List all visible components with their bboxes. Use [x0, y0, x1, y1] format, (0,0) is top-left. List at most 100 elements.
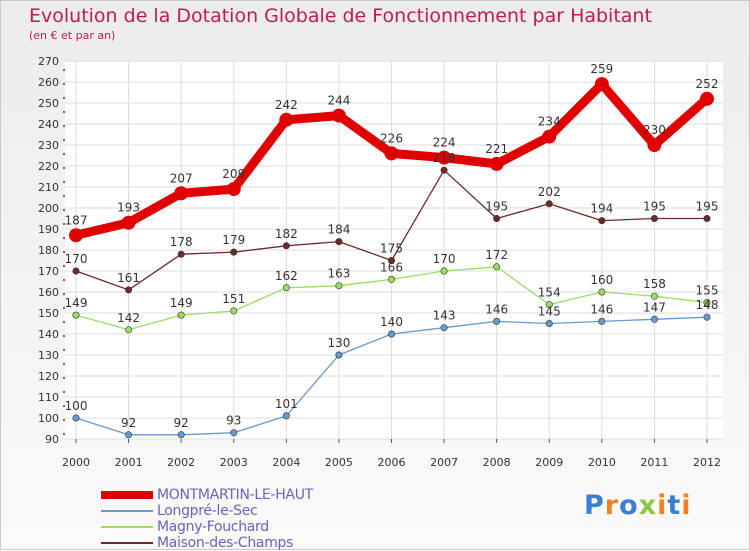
data-label-0: 230: [643, 123, 666, 137]
logo-letter: o: [619, 490, 639, 521]
series-point-0: [121, 215, 136, 230]
data-label-2: 163: [327, 267, 350, 281]
data-label-0: 193: [117, 201, 140, 215]
y-tick-label: 130: [38, 349, 59, 362]
data-label-2: 154: [538, 286, 561, 300]
series-point-1: [230, 429, 238, 437]
data-label-1: 147: [643, 300, 666, 314]
y-tick-label: 100: [38, 412, 59, 425]
y-tick-label: 170: [38, 265, 59, 278]
data-label-2: 170: [433, 252, 456, 266]
chart-plot: 90 100 110 120 130 140 150 160 170 180 190 200 210 22…: [38, 55, 723, 469]
data-label-3: 195: [643, 200, 666, 214]
series-group: [69, 77, 714, 439]
series-point-3: [545, 200, 553, 208]
data-label-2: 149: [170, 296, 193, 310]
series-point-0: [69, 228, 83, 243]
series-point-3: [650, 215, 658, 223]
series-point-0: [542, 129, 557, 144]
x-tick-label: 2003: [220, 456, 248, 469]
y-tick-label: 120: [38, 370, 59, 383]
y-tick-label: 90: [45, 433, 59, 446]
legend-label: Maison-des-Champs: [157, 535, 294, 551]
series-point-3: [282, 242, 290, 250]
legend-label: MONTMARTIN-LE-HAUT: [157, 487, 313, 503]
data-label-0: 234: [538, 115, 561, 129]
logo-letter: i: [681, 490, 692, 521]
x-tick-label: 2001: [115, 456, 143, 469]
axes: 90 100 110 120 130 140 150 160 170 180 190 200 210 22…: [38, 55, 721, 469]
x-tick-label: 2010: [588, 456, 616, 469]
series-point-0: [384, 146, 399, 161]
data-label-3: 194: [590, 202, 613, 216]
x-tick-label: 2011: [640, 456, 668, 469]
legend-label: Longpré-le-Sec: [157, 503, 258, 519]
x-tick-label: 2007: [430, 456, 458, 469]
series-point-3: [440, 166, 448, 174]
y-tick-label: 210: [38, 181, 59, 194]
y-tick-label: 270: [38, 55, 59, 68]
series-point-3: [72, 267, 80, 275]
series-point-1: [282, 412, 290, 420]
series-point-2: [545, 301, 553, 309]
data-label-1: 92: [121, 416, 136, 430]
series-point-0: [279, 112, 294, 127]
series-point-1: [72, 414, 80, 422]
chart-title: Evolution de la Dotation Globale de Fonc…: [29, 5, 652, 27]
series-point-2: [125, 326, 133, 334]
data-label-1: 145: [538, 305, 561, 319]
data-label-0: 242: [275, 98, 298, 112]
series-point-2: [282, 284, 290, 292]
y-tick-label: 140: [38, 328, 59, 341]
y-tick-label: 180: [38, 244, 59, 257]
x-tick-label: 2000: [62, 456, 90, 469]
data-label-0: 226: [380, 131, 403, 145]
series-point-0: [700, 91, 714, 106]
grid-lines: [65, 60, 723, 440]
series-point-2: [598, 288, 606, 296]
series-point-3: [125, 286, 133, 294]
legend-swatch: [101, 491, 153, 499]
data-label-1: 146: [485, 302, 508, 316]
data-label-0: 259: [590, 62, 613, 76]
data-label-2: 142: [117, 311, 140, 325]
data-label-2: 149: [65, 296, 88, 310]
series-point-2: [230, 307, 238, 315]
data-label-3: 175: [380, 242, 403, 256]
series-point-0: [174, 186, 189, 201]
legend-swatch: [101, 526, 153, 528]
data-labels: 170 161 178 179 182 184 175 218 195 202 194 195 195 1…: [65, 62, 719, 430]
data-label-3: 182: [275, 227, 298, 241]
y-tick-label: 250: [38, 97, 59, 110]
series-point-3: [230, 248, 238, 256]
series-point-1: [177, 431, 185, 439]
series-point-1: [125, 431, 133, 439]
logo-letter: x: [638, 490, 658, 521]
series-point-0: [594, 77, 609, 92]
logo-letter: P: [584, 490, 605, 521]
data-label-0: 244: [327, 94, 350, 108]
y-tick-label: 230: [38, 139, 59, 152]
legend-swatch: [101, 542, 153, 544]
series-point-0: [226, 182, 241, 197]
x-tick-label: 2012: [693, 456, 721, 469]
series-point-1: [335, 351, 343, 359]
logo-letter: t: [667, 490, 682, 521]
data-label-3: 184: [327, 223, 350, 237]
y-tick-label: 220: [38, 160, 59, 173]
data-label-3: 202: [538, 185, 561, 199]
series-point-1: [598, 317, 606, 325]
y-tick-label: 190: [38, 223, 59, 236]
data-label-1: 140: [380, 315, 403, 329]
chart-subtitle: (en € et par an): [29, 29, 116, 42]
y-tick-label: 240: [38, 118, 59, 131]
x-tick-label: 2002: [167, 456, 195, 469]
series-point-2: [703, 298, 711, 306]
legend-label: Magny-Fouchard: [157, 519, 269, 535]
x-tick-label: 2009: [535, 456, 563, 469]
series-point-0: [437, 150, 452, 165]
series-point-2: [650, 292, 658, 300]
data-label-1: 148: [696, 298, 719, 312]
series-point-0: [489, 156, 504, 171]
data-label-1: 146: [590, 302, 613, 316]
